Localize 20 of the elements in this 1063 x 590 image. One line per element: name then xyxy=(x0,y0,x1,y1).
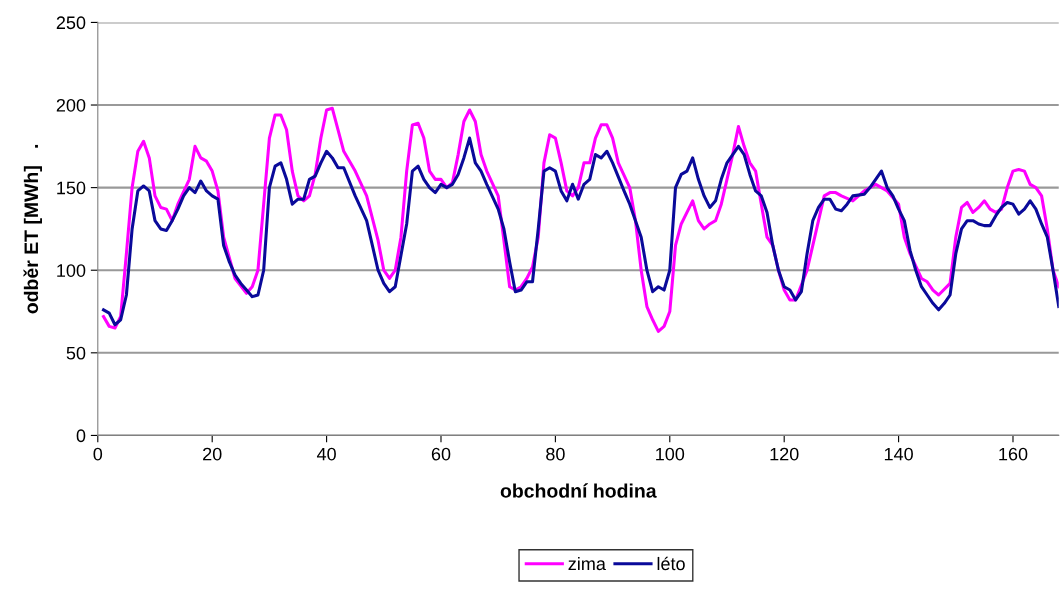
x-tick-label: 60 xyxy=(431,447,451,461)
x-tick-label: 160 xyxy=(999,447,1028,461)
x-tick-label: 80 xyxy=(546,447,565,461)
legend-label: léto xyxy=(657,556,685,571)
y-tick-label: 200 xyxy=(56,98,86,112)
line-series xyxy=(101,136,1059,327)
y-tick-label: 150 xyxy=(57,181,86,195)
y-tick-label: 250 xyxy=(56,16,86,30)
x-tick-label: 120 xyxy=(770,447,799,461)
y-tick-label: 0 xyxy=(76,429,86,443)
x-tick-label: 40 xyxy=(316,447,336,461)
x-tick-label: 140 xyxy=(884,447,913,461)
legend-label: zima xyxy=(568,556,606,571)
y-tick-label: 100 xyxy=(57,264,86,277)
y-tick-label: 50 xyxy=(66,346,86,360)
x-axis-title: obchodní hodina xyxy=(500,483,657,498)
x-tick-label: 100 xyxy=(656,447,685,461)
x-tick-label: 0 xyxy=(93,447,103,461)
x-tick-label: 20 xyxy=(203,447,222,461)
y-axis-title: odběr ET [MWh] . xyxy=(23,144,42,314)
